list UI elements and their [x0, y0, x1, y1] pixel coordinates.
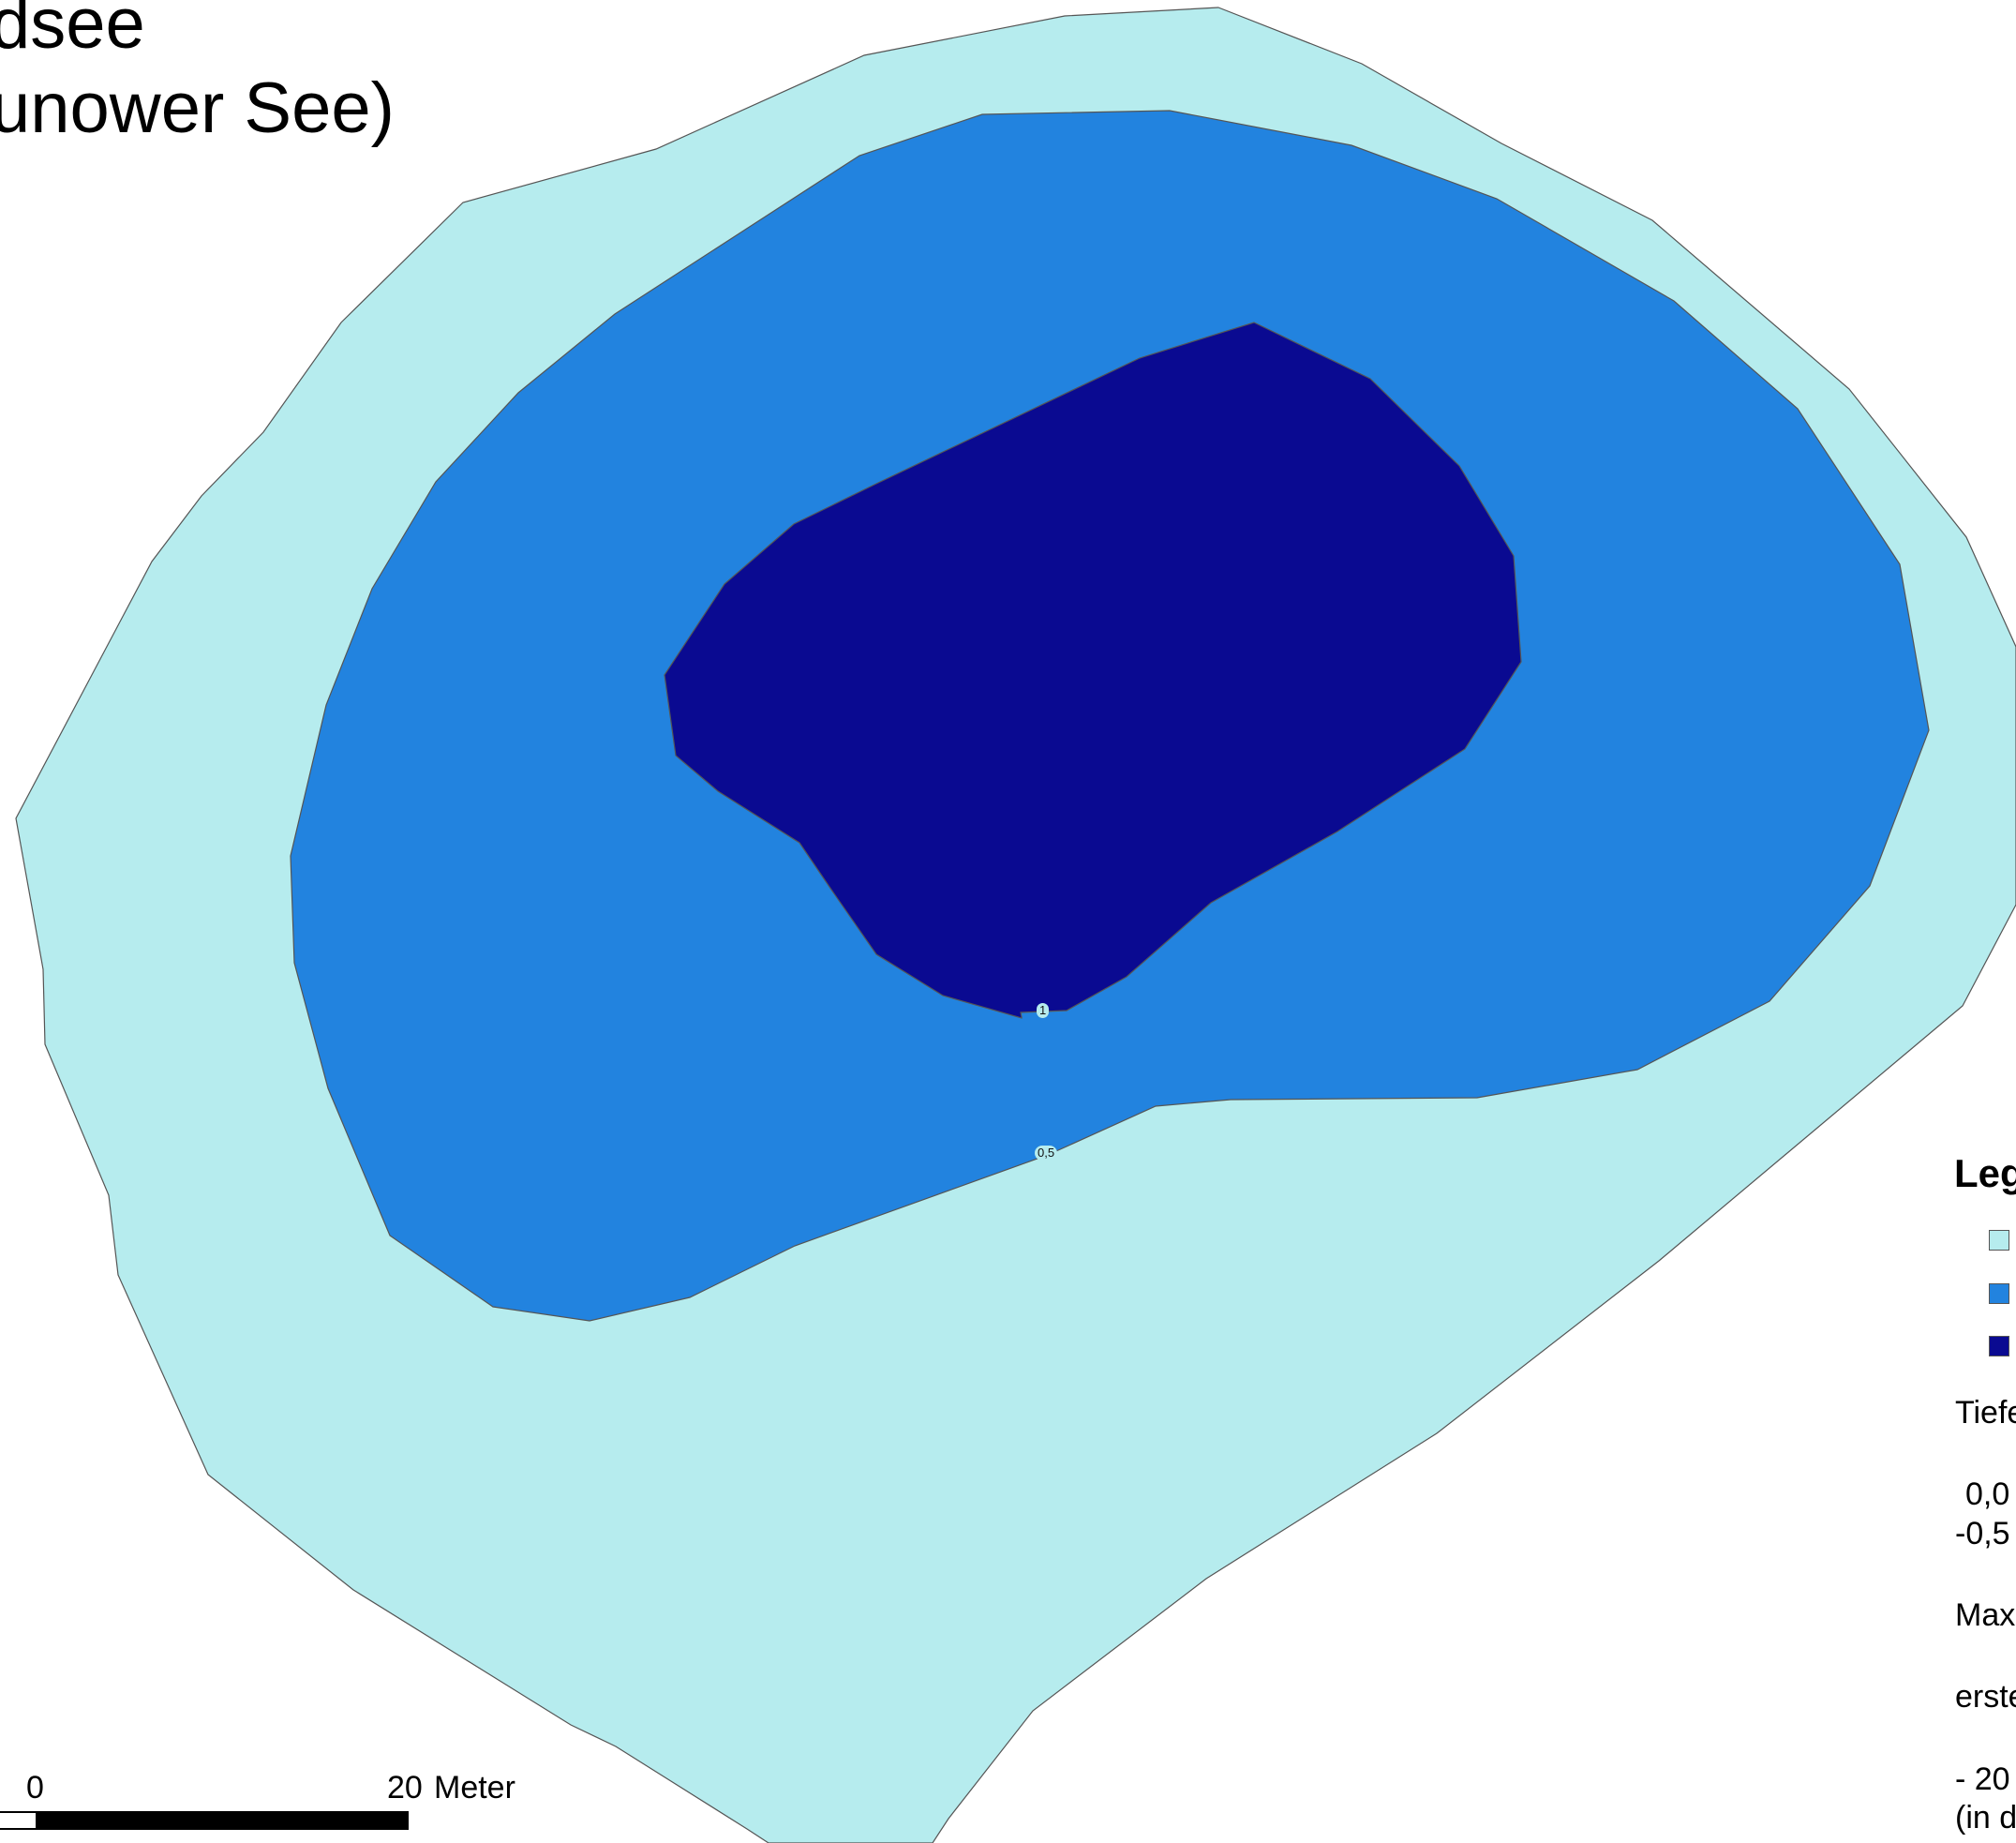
- legend-swatch-mid: [1989, 1283, 2009, 1304]
- legend-heading: Leg: [1954, 1151, 2016, 1195]
- scale-bar-label-end: 20: [387, 1770, 423, 1806]
- legend-text-bottom-2: (in d: [1955, 1800, 2016, 1836]
- legend-swatch-shallow: [1989, 1230, 2009, 1251]
- legend-text-range-2: -0,5: [1955, 1516, 2010, 1551]
- scale-bar-label-start: 0: [26, 1770, 44, 1806]
- legend-text-range-1: 0,0: [1965, 1476, 2010, 1512]
- scale-bar-segment-dark: [36, 1811, 409, 1830]
- legend-text-tiefe: Tiefe: [1955, 1395, 2016, 1431]
- legend-text-erst: erste: [1955, 1679, 2016, 1715]
- contour-label-1m: 1: [1037, 1003, 1050, 1018]
- depth-zone-deep: [664, 322, 1522, 1019]
- contour-label-0-5m: 0,5: [1035, 1146, 1058, 1161]
- scale-bar-segment-light: [0, 1811, 37, 1830]
- scale-bar-unit: Meter: [434, 1770, 515, 1806]
- legend-text-bottom-1: - 20: [1955, 1761, 2010, 1797]
- map-title-line-1: dsee: [0, 0, 145, 64]
- map-title-line-2: unower See): [0, 68, 395, 148]
- legend-text-max: Max: [1955, 1597, 2016, 1633]
- legend-swatch-deep: [1989, 1336, 2009, 1356]
